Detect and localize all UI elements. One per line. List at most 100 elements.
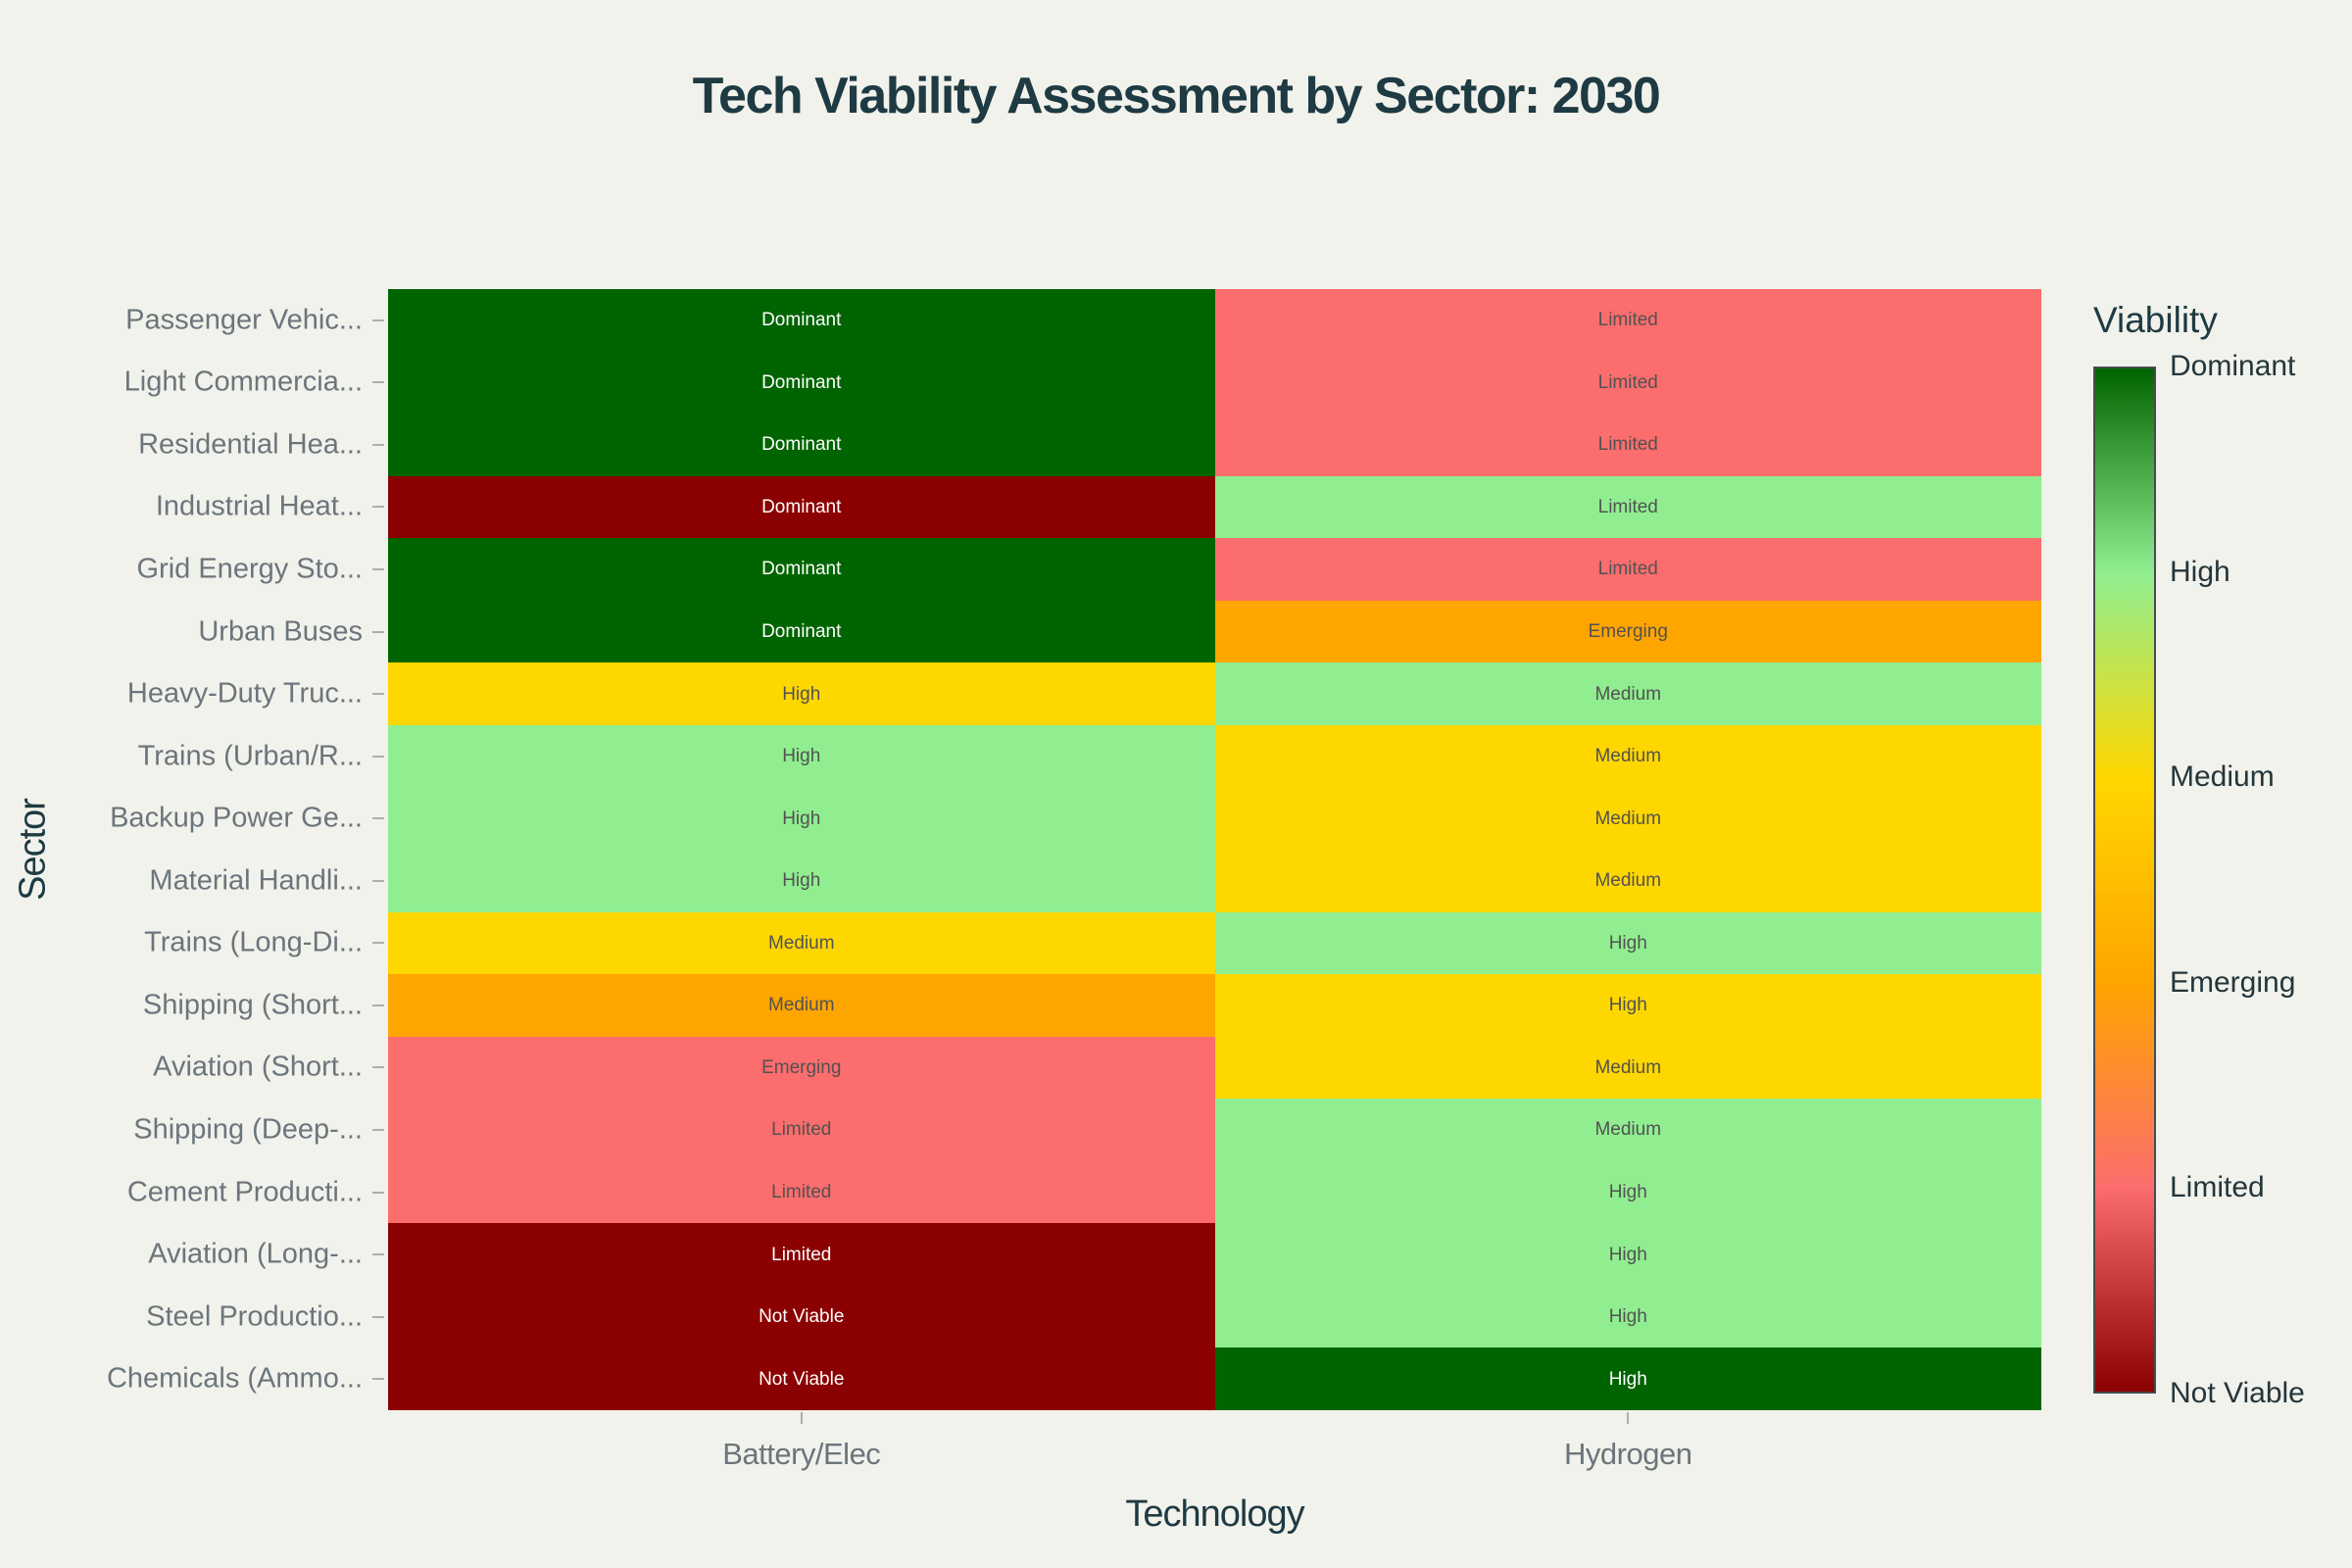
heatmap-cell[interactable]: Medium	[1214, 850, 2041, 912]
heatmap-cell[interactable]: Dominant	[388, 289, 1215, 352]
heatmap-cell[interactable]: Limited	[388, 1099, 1215, 1161]
y-axis-label: Aviation (Long-...	[148, 1238, 363, 1270]
cell-label: Medium	[1594, 1119, 1662, 1141]
y-axis-label: Urban Buses	[198, 615, 363, 648]
y-tick-mark	[372, 568, 384, 570]
cell-label: Dominant	[761, 371, 842, 393]
heatmap-cell[interactable]: Dominant	[388, 414, 1215, 476]
heatmap-row: High Medium	[388, 787, 2041, 850]
y-axis-label: Grid Energy Sto...	[136, 553, 364, 585]
heatmap-row: Medium High	[388, 974, 2041, 1037]
y-tick-mark	[372, 1191, 384, 1194]
heatmap-cell[interactable]: Dominant	[388, 600, 1215, 663]
cell-label: High	[1608, 1306, 1647, 1328]
cell-label: Limited	[1597, 496, 1658, 517]
y-axis-label: Chemicals (Ammo...	[106, 1362, 363, 1395]
y-axis-labels: Passenger Vehic... Light Commercia... Resi…	[0, 289, 363, 1410]
colorbar-tick-label: Not Viable	[2170, 1377, 2305, 1409]
heatmap-cell[interactable]: Medium	[1214, 724, 2041, 788]
heatmap-cell[interactable]: Not Viable	[388, 1348, 1215, 1410]
heatmap-cell[interactable]: High	[388, 787, 1215, 850]
heatmap-cell[interactable]: High	[1214, 911, 2041, 975]
heatmap-row: Dominant Limited	[388, 475, 2041, 539]
colorbar-tick-label: Medium	[2170, 760, 2275, 794]
heatmap-cell[interactable]: High	[1214, 1223, 2041, 1286]
heatmap-cell[interactable]: Medium	[1214, 662, 2041, 725]
heatmap-cell[interactable]: Dominant	[388, 475, 1215, 539]
y-axis-label: Shipping (Deep-...	[133, 1113, 363, 1146]
y-tick-mark	[372, 1004, 384, 1006]
y-axis-label: Backup Power Ge...	[110, 802, 363, 834]
heatmap-row: Not Viable High	[388, 1348, 2041, 1410]
cell-label: High	[782, 870, 821, 892]
cell-label: Limited	[1597, 310, 1658, 331]
y-tick-mark	[372, 817, 384, 820]
y-tick-mark	[372, 318, 384, 321]
y-axis-label: Steel Productio...	[146, 1300, 363, 1333]
cell-label: High	[782, 746, 821, 767]
y-axis-label: Heavy-Duty Truc...	[126, 677, 363, 710]
heatmap-cell[interactable]: Emerging	[1214, 600, 2041, 663]
heatmap-cell[interactable]: Limited	[388, 1223, 1215, 1286]
heatmap-cell[interactable]: Dominant	[388, 538, 1215, 601]
x-axis-title: Technology	[1125, 1494, 1304, 1535]
y-axis-label: Cement Producti...	[126, 1176, 363, 1208]
heatmap-row: Dominant Limited	[388, 538, 2041, 601]
cell-label: Dominant	[761, 434, 842, 456]
heatmap-cell[interactable]: Emerging	[388, 1036, 1215, 1100]
heatmap-cell[interactable]: Limited	[388, 1160, 1215, 1224]
heatmap-cell[interactable]: Limited	[1214, 351, 2041, 415]
heatmap-cell[interactable]: Limited	[1214, 289, 2041, 352]
colorbar-tick-label: Limited	[2170, 1171, 2265, 1204]
heatmap-cell[interactable]: High	[388, 850, 1215, 912]
heatmap-cell[interactable]: Limited	[1214, 414, 2041, 476]
heatmap-row: Dominant Limited	[388, 289, 2041, 352]
y-axis-label: Trains (Urban/R...	[137, 740, 363, 772]
heatmap-cell[interactable]: High	[1214, 974, 2041, 1037]
x-axis-label-hydrogen: Hydrogen	[1564, 1437, 1692, 1471]
colorbar-tick-label: Dominant	[2170, 350, 2296, 382]
heatmap-row: Dominant Limited	[388, 351, 2041, 415]
heatmap-row: Dominant Limited	[388, 414, 2041, 476]
cell-label: High	[1608, 1368, 1647, 1390]
cell-label: Dominant	[761, 496, 842, 517]
colorbar-gradient	[2093, 367, 2156, 1394]
heatmap-cell[interactable]: High	[1214, 1285, 2041, 1348]
cell-label: Limited	[771, 1244, 832, 1265]
cell-label: Emerging	[1588, 621, 1668, 643]
colorbar-tick-label: Emerging	[2170, 965, 2296, 999]
cell-label: Medium	[1594, 808, 1662, 829]
cell-label: High	[782, 683, 821, 705]
y-tick-mark	[372, 1315, 384, 1318]
cell-label: Medium	[1594, 683, 1662, 705]
heatmap-row: Not Viable High	[388, 1285, 2041, 1348]
heatmap-cell[interactable]: Medium	[1214, 1036, 2041, 1100]
y-axis-label: Industrial Heat...	[155, 490, 363, 522]
cell-label: Limited	[771, 1119, 832, 1141]
heatmap-cell[interactable]: High	[1214, 1160, 2041, 1224]
cell-label: Emerging	[761, 1056, 842, 1078]
colorbar-tick-labels: Dominant High Medium Emerging Limited Not Via…	[2170, 350, 2346, 1409]
heatmap-cell[interactable]: Dominant	[388, 351, 1215, 415]
heatmap-cell[interactable]: Medium	[388, 974, 1215, 1037]
heatmap-cell[interactable]: Not Viable	[388, 1285, 1215, 1348]
cell-label: High	[1608, 932, 1647, 954]
heatmap-cell[interactable]: High	[1214, 1348, 2041, 1410]
heatmap-cell[interactable]: Limited	[1214, 538, 2041, 601]
cell-label: Medium	[767, 932, 835, 954]
heatmap-cell[interactable]: Limited	[1214, 475, 2041, 539]
heatmap-cell[interactable]: Medium	[1214, 1099, 2041, 1161]
heatmap-cell[interactable]: Medium	[1214, 787, 2041, 850]
heatmap-cell[interactable]: High	[388, 724, 1215, 788]
colorbar-tick-label: High	[2170, 555, 2230, 588]
heatmap-row: Emerging Medium	[388, 1036, 2041, 1100]
cell-label: Medium	[1594, 746, 1662, 767]
y-axis-label: Light Commercia...	[123, 366, 363, 398]
heatmap-row: Limited High	[388, 1223, 2041, 1286]
heatmap-cell[interactable]: Medium	[388, 911, 1215, 975]
cell-label: Not Viable	[759, 1306, 845, 1328]
x-axis-labels: Battery/Elec Hydrogen	[388, 1437, 2041, 1480]
heatmap-cell[interactable]: High	[388, 662, 1215, 725]
y-tick-mark	[372, 630, 384, 633]
cell-label: Not Viable	[759, 1368, 845, 1390]
